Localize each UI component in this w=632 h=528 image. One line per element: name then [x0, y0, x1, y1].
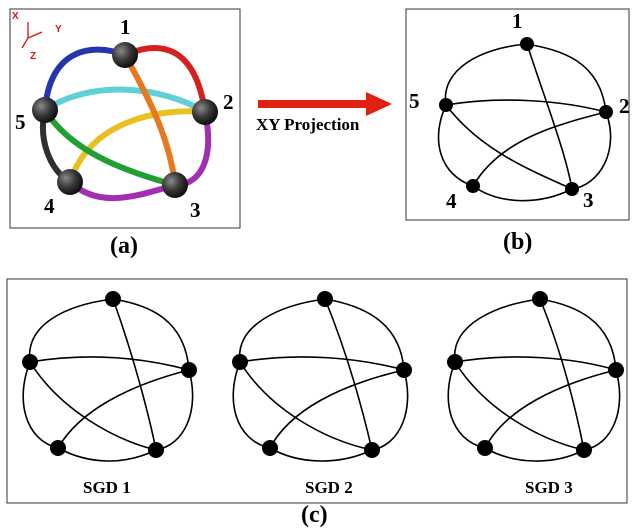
caption-c: (c)	[301, 502, 328, 528]
node-a-5-label: 5	[15, 110, 26, 134]
node-a-1	[112, 42, 138, 68]
edge-1-3	[122, 52, 178, 188]
node-a-4	[57, 169, 83, 195]
caption-b: (b)	[503, 229, 533, 255]
projection-label: XY Projection	[256, 115, 360, 134]
node-b-5-label: 5	[409, 89, 420, 113]
node-a-4-label: 4	[44, 194, 55, 218]
node-b-3	[565, 182, 579, 196]
node-b-3-label: 3	[583, 188, 594, 212]
caption-a: (a)	[110, 233, 138, 259]
panel-c-frame	[6, 278, 628, 504]
node-b-4-label: 4	[446, 189, 457, 213]
node-a-1-label: 1	[120, 15, 131, 39]
edge-2-4	[67, 108, 208, 185]
sgd2-nodes	[232, 291, 412, 458]
axis-z-label: Z	[30, 51, 37, 62]
node-b-1-label: 1	[512, 9, 523, 33]
node-a-3-label: 3	[190, 198, 201, 222]
sgd1-nodes	[22, 291, 197, 458]
node-a-3	[162, 172, 188, 198]
axis-x-label: X	[12, 11, 19, 22]
sgd2-graph	[232, 298, 409, 462]
edge-5-3	[42, 107, 178, 188]
node-a-2-label: 2	[223, 90, 234, 114]
sgd1-graph	[22, 298, 194, 462]
sgd1-label: SGD 1	[83, 478, 131, 497]
panel-b-nodes	[439, 37, 613, 196]
node-b-5	[439, 98, 453, 112]
node-b-2	[599, 105, 613, 119]
sgd3-nodes	[447, 291, 624, 458]
node-b-4	[466, 179, 480, 193]
panel-a-nodes	[32, 42, 218, 198]
node-b-1	[520, 37, 534, 51]
node-a-2	[192, 99, 218, 125]
axis-y-label: Y	[55, 24, 62, 35]
axes-icon	[21, 22, 43, 49]
sgd3-graph	[447, 298, 621, 462]
node-b-2-label: 2	[619, 94, 630, 118]
panel-b-graph	[437, 43, 612, 202]
sgd2-label: SGD 2	[305, 478, 353, 497]
node-a-5	[32, 97, 58, 123]
edge-5-2	[42, 86, 208, 115]
sgd3-label: SGD 3	[525, 478, 573, 497]
panel-b-frame	[405, 8, 630, 221]
projection-arrow	[258, 92, 392, 116]
